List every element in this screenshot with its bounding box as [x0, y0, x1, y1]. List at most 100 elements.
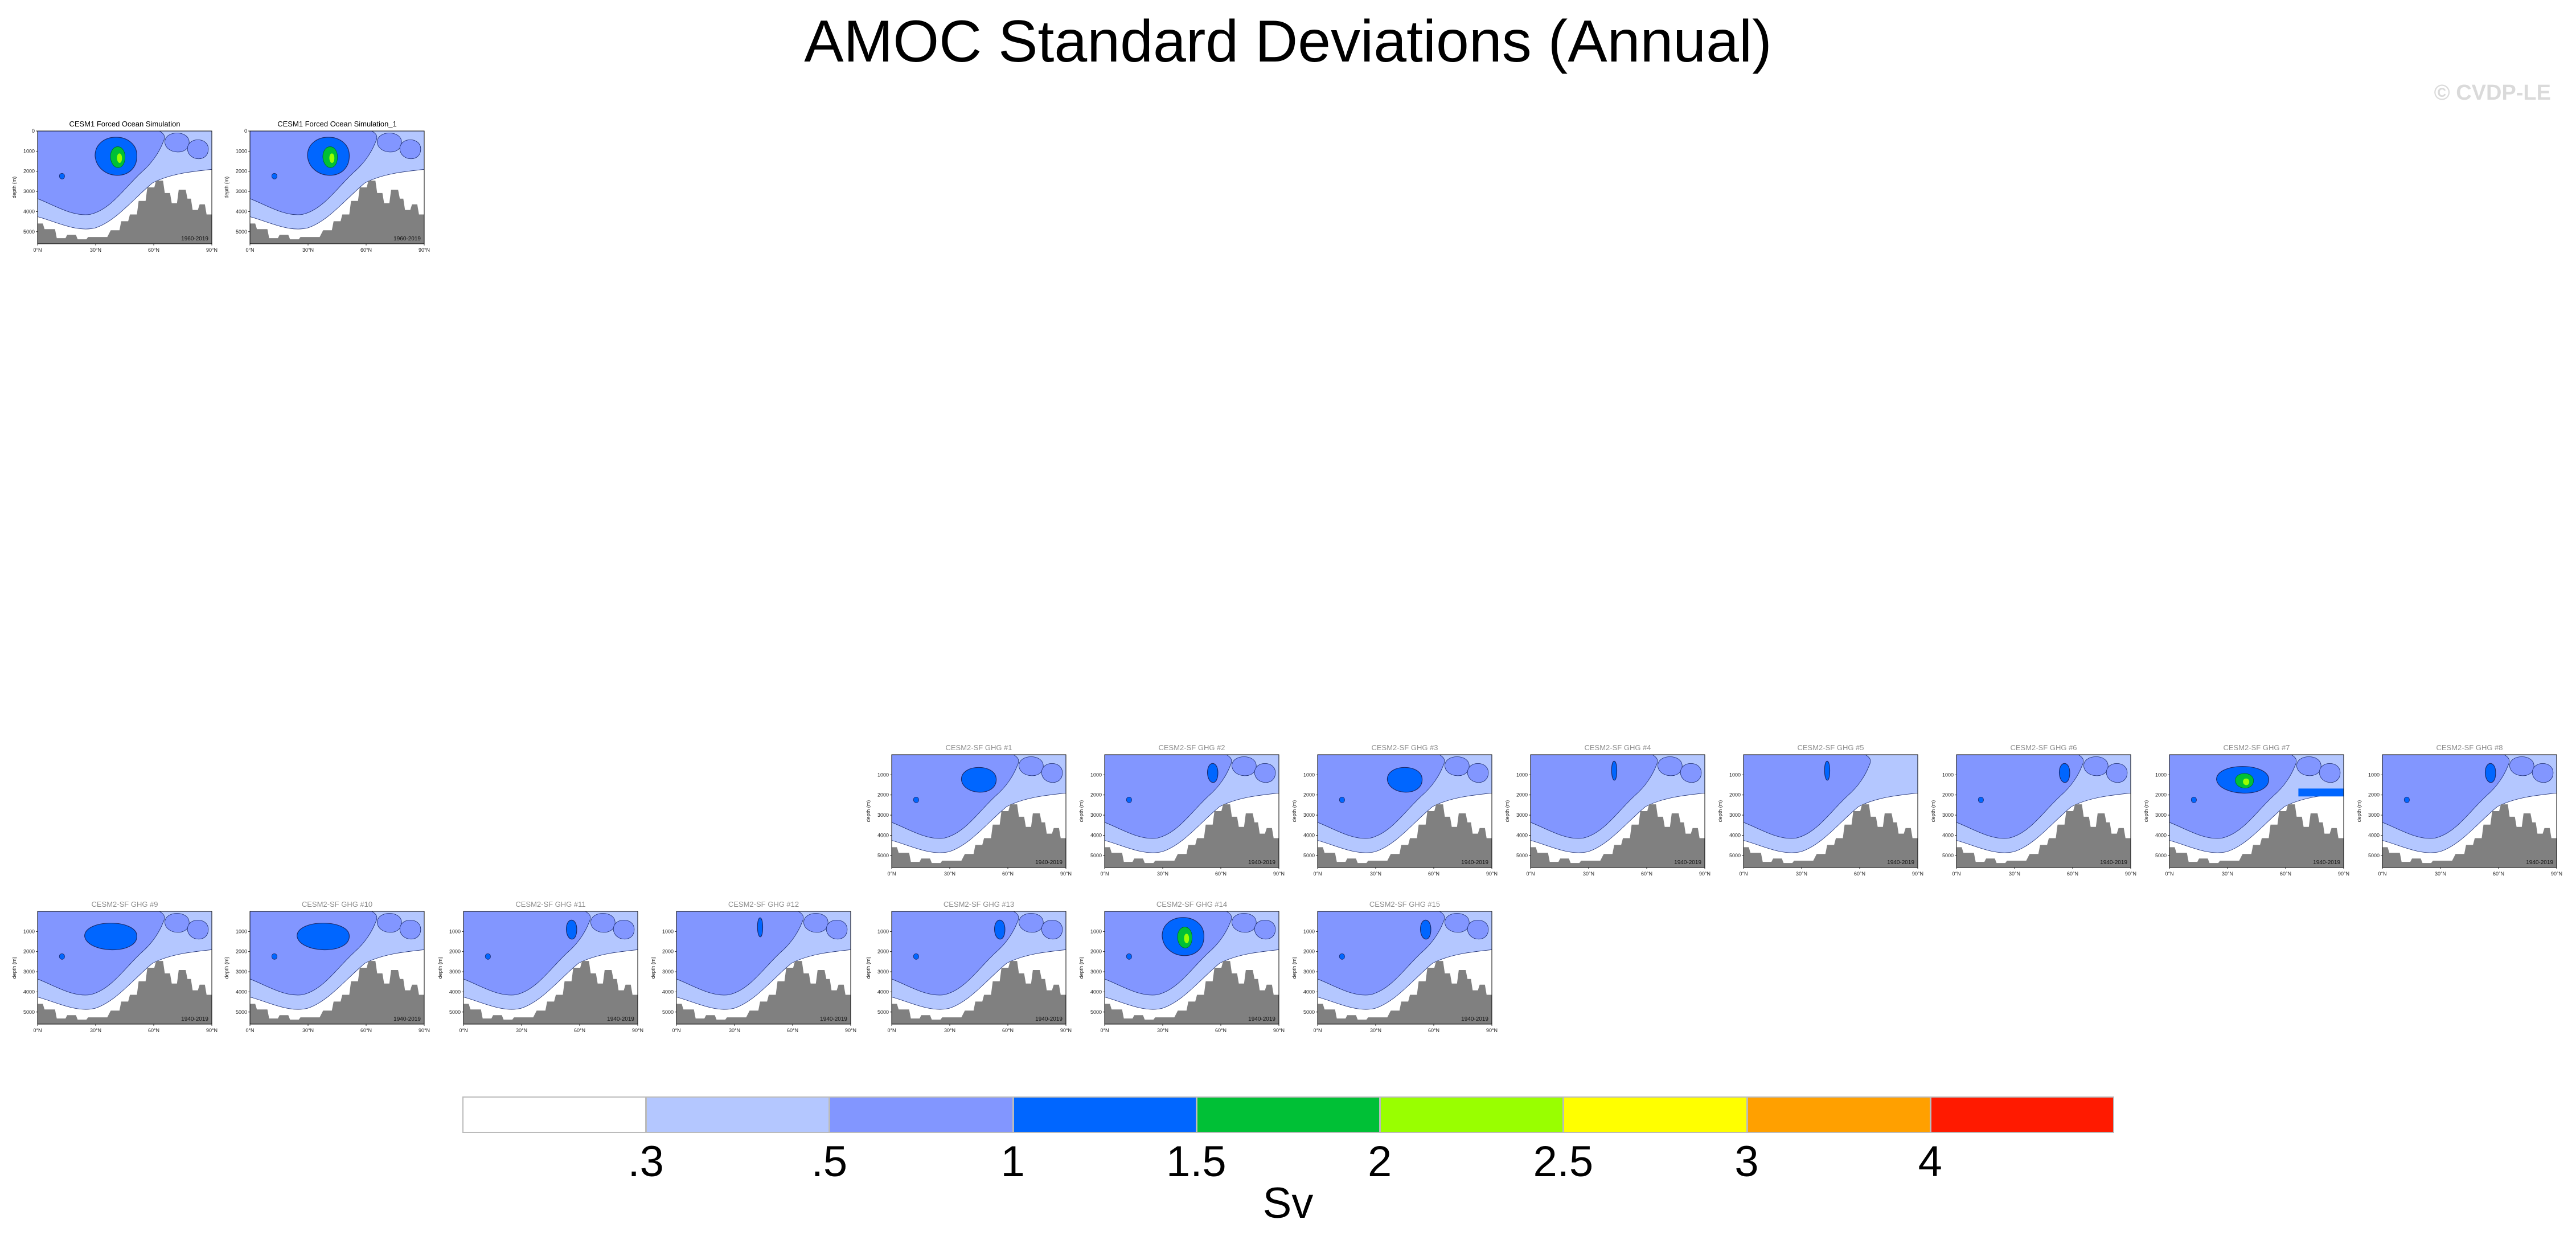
- level-1-south: [485, 953, 491, 960]
- xtick-label: 30°N: [1370, 1028, 1381, 1033]
- years-label: 1960-2019: [393, 236, 421, 242]
- xtick-label: 30°N: [944, 871, 955, 877]
- level-1: [1611, 760, 1618, 781]
- xtick-label: 30°N: [1583, 871, 1594, 877]
- panel-svg: CESM2-SF GHG #9 1000 2000 3000 4000 5000 depth…: [11, 900, 218, 1033]
- colorbar-box: [1012, 1096, 1197, 1133]
- colorbar-tick-label: 1.5: [1166, 1137, 1227, 1186]
- ytick-label: 4000: [662, 989, 674, 995]
- ylabel: depth (m): [1078, 800, 1084, 822]
- level-0.5-north: [613, 920, 635, 940]
- ytick-label: 4000: [1516, 832, 1528, 838]
- colorbar: [462, 1096, 2114, 1136]
- level-2: [117, 153, 122, 163]
- xtick-label: 90°N: [632, 1028, 643, 1033]
- level-0.5-north: [2319, 763, 2341, 783]
- ytick-label: 3000: [2155, 812, 2167, 818]
- ytick-label: 1000: [2368, 772, 2380, 777]
- level-1-south: [271, 173, 277, 179]
- ytick-label: 3000: [1090, 812, 1102, 818]
- level-1-south: [1126, 796, 1132, 803]
- xtick-label: 60°N: [2493, 871, 2504, 877]
- xtick-label: 90°N: [845, 1028, 856, 1033]
- panel-svg: CESM2-SF GHG #10 1000 2000 3000 4000 5000 dept…: [224, 900, 430, 1033]
- panel-title: CESM2-SF GHG #6: [2010, 743, 2077, 752]
- xtick-label: 30°N: [516, 1028, 527, 1033]
- contour-field: [1956, 755, 2131, 867]
- years-label: 1940-2019: [1248, 860, 1275, 866]
- ylabel: depth (m): [2356, 800, 2362, 822]
- ytick-label: 5000: [23, 229, 35, 235]
- xtick-label: 0°N: [459, 1028, 467, 1033]
- figure-title: AMOC Standard Deviations (Annual): [804, 9, 1772, 75]
- ytick-label: 1000: [1729, 772, 1741, 777]
- xtick-label: 90°N: [419, 1028, 430, 1033]
- panel-svg: CESM2-SF GHG #2 1000 2000 3000 4000 5000 depth…: [1078, 743, 1285, 877]
- panel-title: CESM2-SF GHG #7: [2223, 743, 2290, 752]
- panel-svg: CESM2-SF GHG #5 1000 2000 3000 4000 5000 depth…: [1717, 743, 1923, 877]
- level-2: [329, 153, 335, 163]
- xtick-label: 0°N: [1100, 1028, 1109, 1033]
- ytick-label: 5000: [662, 1009, 674, 1015]
- bathymetry: [892, 961, 1066, 1024]
- level-0.5-north: [826, 920, 848, 940]
- level-1: [297, 923, 350, 951]
- ytick-label: 3000: [236, 189, 247, 194]
- level-0.5: [2382, 755, 2510, 839]
- ytick-label: 3000: [1303, 969, 1315, 975]
- level-0.5-north: [2296, 756, 2321, 776]
- years-label: 1960-2019: [181, 236, 208, 242]
- contour-panel: CESM2-SF GHG #14 1000 2000 3000 4000 5000 dept…: [1078, 894, 1287, 1042]
- level-0.5-north: [187, 140, 209, 159]
- contour-field: [38, 911, 212, 1024]
- bathymetry: [892, 804, 1066, 867]
- level-0.5: [1956, 755, 2084, 839]
- level-0.5-north: [2106, 763, 2128, 783]
- ytick-label: 3000: [877, 812, 889, 818]
- xtick-label: 30°N: [302, 1028, 314, 1033]
- ylabel: depth (m): [1504, 800, 1510, 822]
- contour-field: [676, 911, 851, 1024]
- level-0.5: [1318, 911, 1445, 996]
- contour-panel: CESM1 Forced Ocean Simulation_1 0 1000 2000…: [224, 114, 433, 262]
- xtick-label: 60°N: [1428, 871, 1439, 877]
- bathymetry: [250, 961, 424, 1024]
- level-0.5-north: [399, 140, 421, 159]
- contour-panel: CESM2-SF GHG #2 1000 2000 3000 4000 5000 depth…: [1078, 738, 1287, 886]
- level-0.5-north: [1657, 756, 1683, 776]
- xtick-label: 60°N: [360, 247, 372, 253]
- xtick-label: 0°N: [887, 871, 896, 877]
- colorbar-tick-label: .3: [627, 1137, 664, 1186]
- ylabel: depth (m): [1930, 800, 1936, 822]
- plot-frame: [2169, 754, 2344, 868]
- level-1-south: [913, 796, 919, 803]
- years-label: 1940-2019: [2526, 860, 2553, 866]
- xtick-label: 30°N: [90, 1028, 101, 1033]
- panel-title: CESM2-SF GHG #11: [515, 900, 585, 908]
- ylabel: depth (m): [1291, 957, 1297, 979]
- level-1: [1207, 763, 1219, 783]
- contour-panel: CESM2-SF GHG #15 1000 2000 3000 4000 5000 dept…: [1291, 894, 1500, 1042]
- xtick-label: 90°N: [1273, 871, 1285, 877]
- ytick-label: 2000: [662, 949, 674, 955]
- xtick-label: 60°N: [1215, 1028, 1227, 1033]
- level-1-south: [59, 953, 65, 960]
- contour-field: [1744, 755, 1918, 867]
- colorbar-box: [1380, 1096, 1564, 1133]
- ytick-label: 2000: [23, 169, 35, 174]
- level-2: [1184, 934, 1189, 944]
- xtick-label: 0°N: [1526, 871, 1535, 877]
- level-0.5-north: [2532, 763, 2554, 783]
- xtick-label: 0°N: [672, 1028, 680, 1033]
- xtick-label: 30°N: [90, 247, 101, 253]
- contour-panel: CESM2-SF GHG #10 1000 2000 3000 4000 5000 dept…: [224, 894, 433, 1042]
- contour-panel: CESM2-SF GHG #7 1000 2000 3000 4000 5000 depth…: [2143, 738, 2352, 886]
- ytick-label: 1000: [1090, 772, 1102, 777]
- ytick-label: 1000: [236, 148, 247, 154]
- ytick-label: 0: [244, 128, 247, 134]
- plot-frame: [1317, 911, 1492, 1025]
- colorbar-tick-label: 2.5: [1533, 1137, 1594, 1186]
- bathymetry: [38, 181, 212, 244]
- colorbar-box: [462, 1096, 647, 1133]
- ytick-label: 4000: [877, 989, 889, 995]
